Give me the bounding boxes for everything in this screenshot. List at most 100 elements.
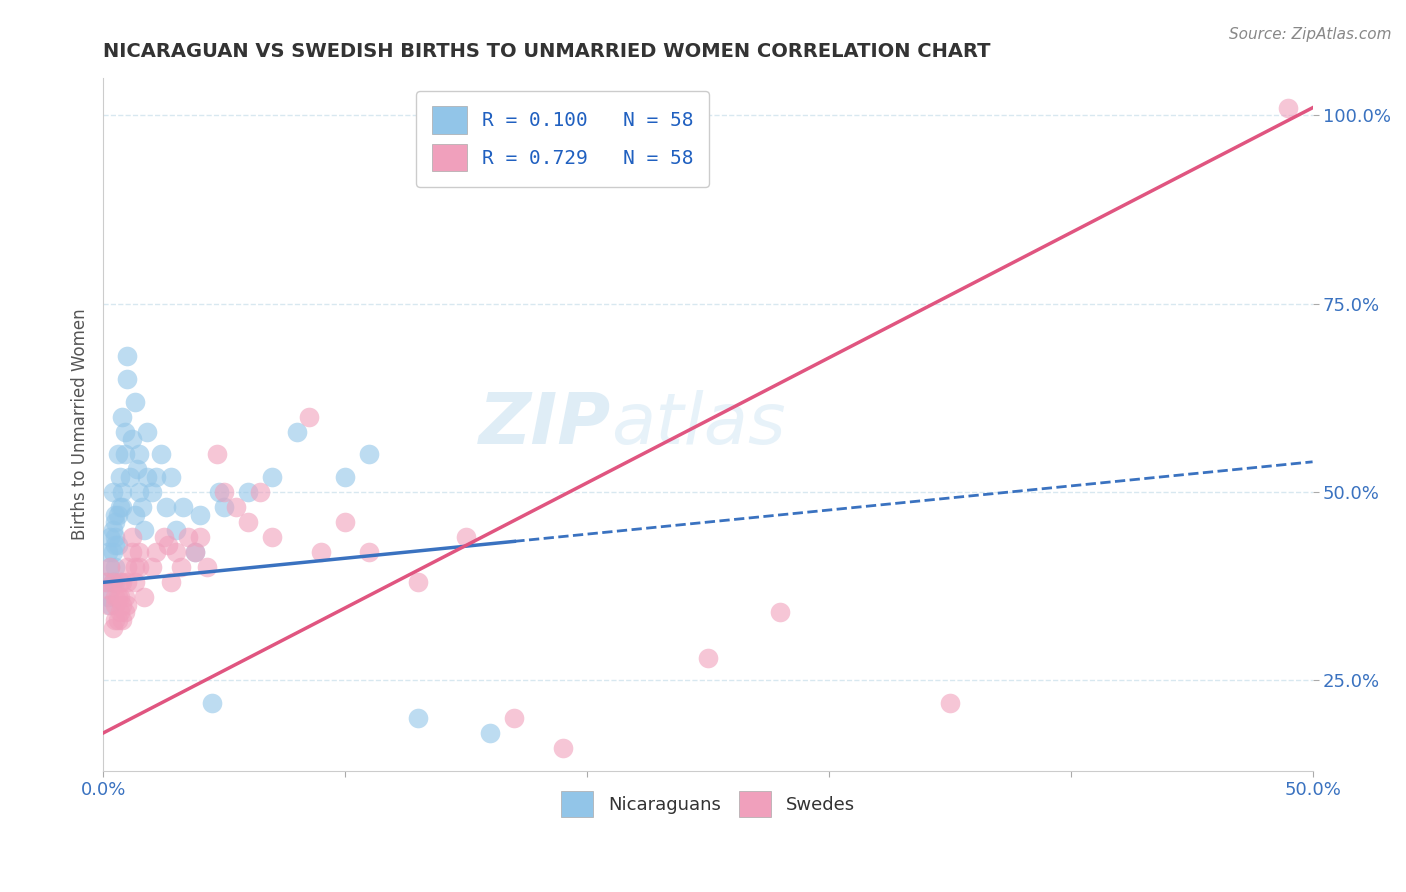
Point xyxy=(212,500,235,514)
Point xyxy=(104,530,127,544)
Point xyxy=(101,575,124,590)
Point xyxy=(108,470,131,484)
Point xyxy=(769,606,792,620)
Point xyxy=(107,508,129,522)
Point xyxy=(145,545,167,559)
Point xyxy=(188,508,211,522)
Point xyxy=(121,432,143,446)
Point xyxy=(97,591,120,605)
Point xyxy=(108,575,131,590)
Point xyxy=(141,560,163,574)
Point xyxy=(131,500,153,514)
Point xyxy=(184,545,207,559)
Point xyxy=(114,591,136,605)
Point xyxy=(104,560,127,574)
Point xyxy=(111,613,134,627)
Text: Source: ZipAtlas.com: Source: ZipAtlas.com xyxy=(1229,27,1392,42)
Point xyxy=(124,508,146,522)
Point xyxy=(117,372,139,386)
Text: ZIP: ZIP xyxy=(479,390,612,458)
Point xyxy=(157,538,180,552)
Point xyxy=(135,425,157,439)
Point xyxy=(111,409,134,424)
Point xyxy=(104,598,127,612)
Point xyxy=(479,726,502,740)
Point xyxy=(100,598,122,612)
Point xyxy=(97,598,120,612)
Point xyxy=(104,538,127,552)
Point xyxy=(128,560,150,574)
Point xyxy=(155,500,177,514)
Point xyxy=(111,575,134,590)
Point xyxy=(114,447,136,461)
Point xyxy=(101,545,124,559)
Point xyxy=(104,508,127,522)
Point xyxy=(134,523,156,537)
Point xyxy=(333,515,356,529)
Point xyxy=(128,447,150,461)
Point xyxy=(121,530,143,544)
Point xyxy=(406,575,429,590)
Point xyxy=(107,591,129,605)
Point xyxy=(285,425,308,439)
Point xyxy=(135,470,157,484)
Point xyxy=(117,560,139,574)
Point xyxy=(101,523,124,537)
Point xyxy=(117,575,139,590)
Point xyxy=(104,575,127,590)
Point xyxy=(108,606,131,620)
Point xyxy=(696,650,718,665)
Point xyxy=(225,500,247,514)
Point xyxy=(128,485,150,500)
Point xyxy=(169,560,191,574)
Point xyxy=(262,530,284,544)
Point xyxy=(108,591,131,605)
Point xyxy=(100,560,122,574)
Y-axis label: Births to Unmarried Women: Births to Unmarried Women xyxy=(72,309,89,540)
Point xyxy=(238,515,260,529)
Point xyxy=(97,545,120,559)
Point xyxy=(118,470,141,484)
Point xyxy=(165,523,187,537)
Point xyxy=(359,545,381,559)
Point xyxy=(454,530,477,544)
Point xyxy=(100,582,122,597)
Point xyxy=(125,462,148,476)
Point xyxy=(124,394,146,409)
Point xyxy=(938,696,960,710)
Point xyxy=(124,575,146,590)
Point xyxy=(262,470,284,484)
Point xyxy=(134,591,156,605)
Point xyxy=(172,500,194,514)
Point xyxy=(205,447,228,461)
Point xyxy=(104,591,127,605)
Point xyxy=(141,485,163,500)
Point xyxy=(121,545,143,559)
Point xyxy=(359,447,381,461)
Point xyxy=(201,696,224,710)
Point xyxy=(101,621,124,635)
Point xyxy=(152,530,174,544)
Point xyxy=(128,545,150,559)
Point xyxy=(238,485,260,500)
Point xyxy=(1277,101,1299,115)
Point xyxy=(101,485,124,500)
Point xyxy=(406,711,429,725)
Point xyxy=(333,470,356,484)
Point xyxy=(124,560,146,574)
Point xyxy=(111,500,134,514)
Point xyxy=(188,530,211,544)
Point xyxy=(298,409,321,424)
Point xyxy=(503,711,526,725)
Point xyxy=(309,545,332,559)
Point xyxy=(160,470,183,484)
Point xyxy=(107,447,129,461)
Point xyxy=(117,598,139,612)
Point xyxy=(208,485,231,500)
Point xyxy=(184,545,207,559)
Point xyxy=(117,349,139,363)
Point xyxy=(551,741,574,756)
Text: atlas: atlas xyxy=(612,390,786,458)
Point xyxy=(145,470,167,484)
Point xyxy=(195,560,218,574)
